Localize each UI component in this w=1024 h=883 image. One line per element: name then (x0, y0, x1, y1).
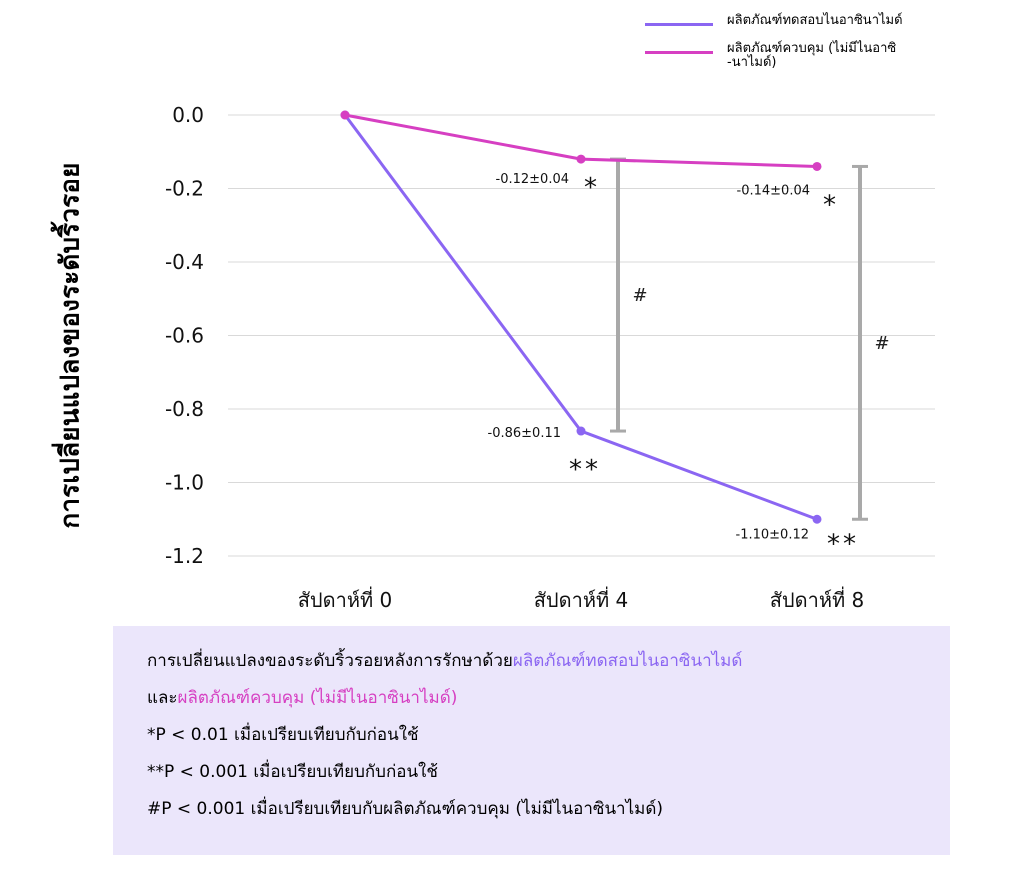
footnote-line-5: #P < 0.001 เมื่อเปรียบเทียบกับผลิตภัณฑ์ค… (147, 799, 664, 819)
footnote-line-1: การเปลี่ยนแปลงของระดับริ้วรอยหลังการรักษ… (147, 650, 916, 672)
legend-swatch-test (645, 23, 713, 26)
comparison-label: # (632, 285, 647, 306)
legend-item-test: ผลิตภัณฑ์ทดสอบไนอาซินาไมด์ (645, 14, 965, 28)
data-label: -0.14±0.04 (737, 183, 810, 198)
significance-marker: * (584, 173, 600, 203)
x-tick-label: สัปดาห์ที่ 4 (534, 586, 629, 612)
significance-marker: ** (569, 455, 601, 485)
legend-label-control: ผลิตภัณฑ์ควบคุม (ไม่มีไนอาซิ -นาไมด์) (727, 41, 897, 70)
x-tick-label: สัปดาห์ที่ 0 (298, 586, 393, 612)
y-tick-label: -0.8 (165, 397, 204, 421)
y-tick-label: 0.0 (172, 103, 204, 127)
legend-swatch-control (645, 51, 713, 54)
data-label: -1.10±0.12 (736, 527, 809, 542)
footnote-line-3: *P < 0.01 เมื่อเปรียบเทียบกับก่อนใช้ (147, 725, 419, 745)
footnote-test-product: ผลิตภัณฑ์ทดสอบไนอาซินาไมด์ (512, 651, 743, 671)
significance-marker: * (823, 190, 839, 220)
footnote-line-4: **P < 0.001 เมื่อเปรียบเทียบกับก่อนใช้ (147, 762, 438, 782)
x-tick-label: สัปดาห์ที่ 8 (770, 586, 865, 612)
y-axis-title: การเปลี่ยนแปลงของระดับริ้วรอย (55, 162, 86, 529)
footnote-text: การเปลี่ยนแปลงของระดับริ้วรอยหลังการรักษ… (147, 651, 513, 671)
line-chart: 0.0 -0.2 -0.4 -0.6 -0.8 -1.0 -1.2 สัปดาห์ที่ 0 ส… (165, 103, 935, 612)
data-point (576, 426, 586, 436)
y-tick-label: -0.2 (165, 177, 204, 201)
y-tick-label: -1.0 (165, 471, 204, 495)
legend: ผลิตภัณฑ์ทดสอบไนอาซินาไมด์ ผลิตภัณฑ์ควบค… (645, 14, 965, 84)
footnote-text: และ (147, 688, 178, 708)
data-point (812, 514, 822, 524)
data-label: -0.12±0.04 (496, 172, 569, 187)
footnote-control-product: ผลิตภัณฑ์ควบคุม (ไม่มีไนอาซินาไมด์) (177, 688, 458, 708)
y-tick-label: -0.4 (165, 250, 204, 274)
legend-label-test: ผลิตภัณฑ์ทดสอบไนอาซินาไมด์ (727, 13, 903, 28)
y-tick-label: -1.2 (165, 544, 204, 568)
footnote-line-2: และผลิตภัณฑ์ควบคุม (ไม่มีไนอาซินาไมด์) (147, 687, 916, 709)
comparison-label: # (874, 333, 889, 354)
data-label: -0.86±0.11 (488, 426, 561, 441)
significance-marker: ** (827, 529, 859, 559)
y-tick-label: -0.6 (165, 324, 204, 348)
data-point (340, 110, 350, 120)
footnote-box: การเปลี่ยนแปลงของระดับริ้วรอยหลังการรักษ… (113, 626, 950, 855)
data-point (576, 154, 586, 164)
legend-item-control: ผลิตภัณฑ์ควบคุม (ไม่มีไนอาซิ -นาไมด์) (645, 42, 965, 70)
data-point (812, 161, 822, 171)
